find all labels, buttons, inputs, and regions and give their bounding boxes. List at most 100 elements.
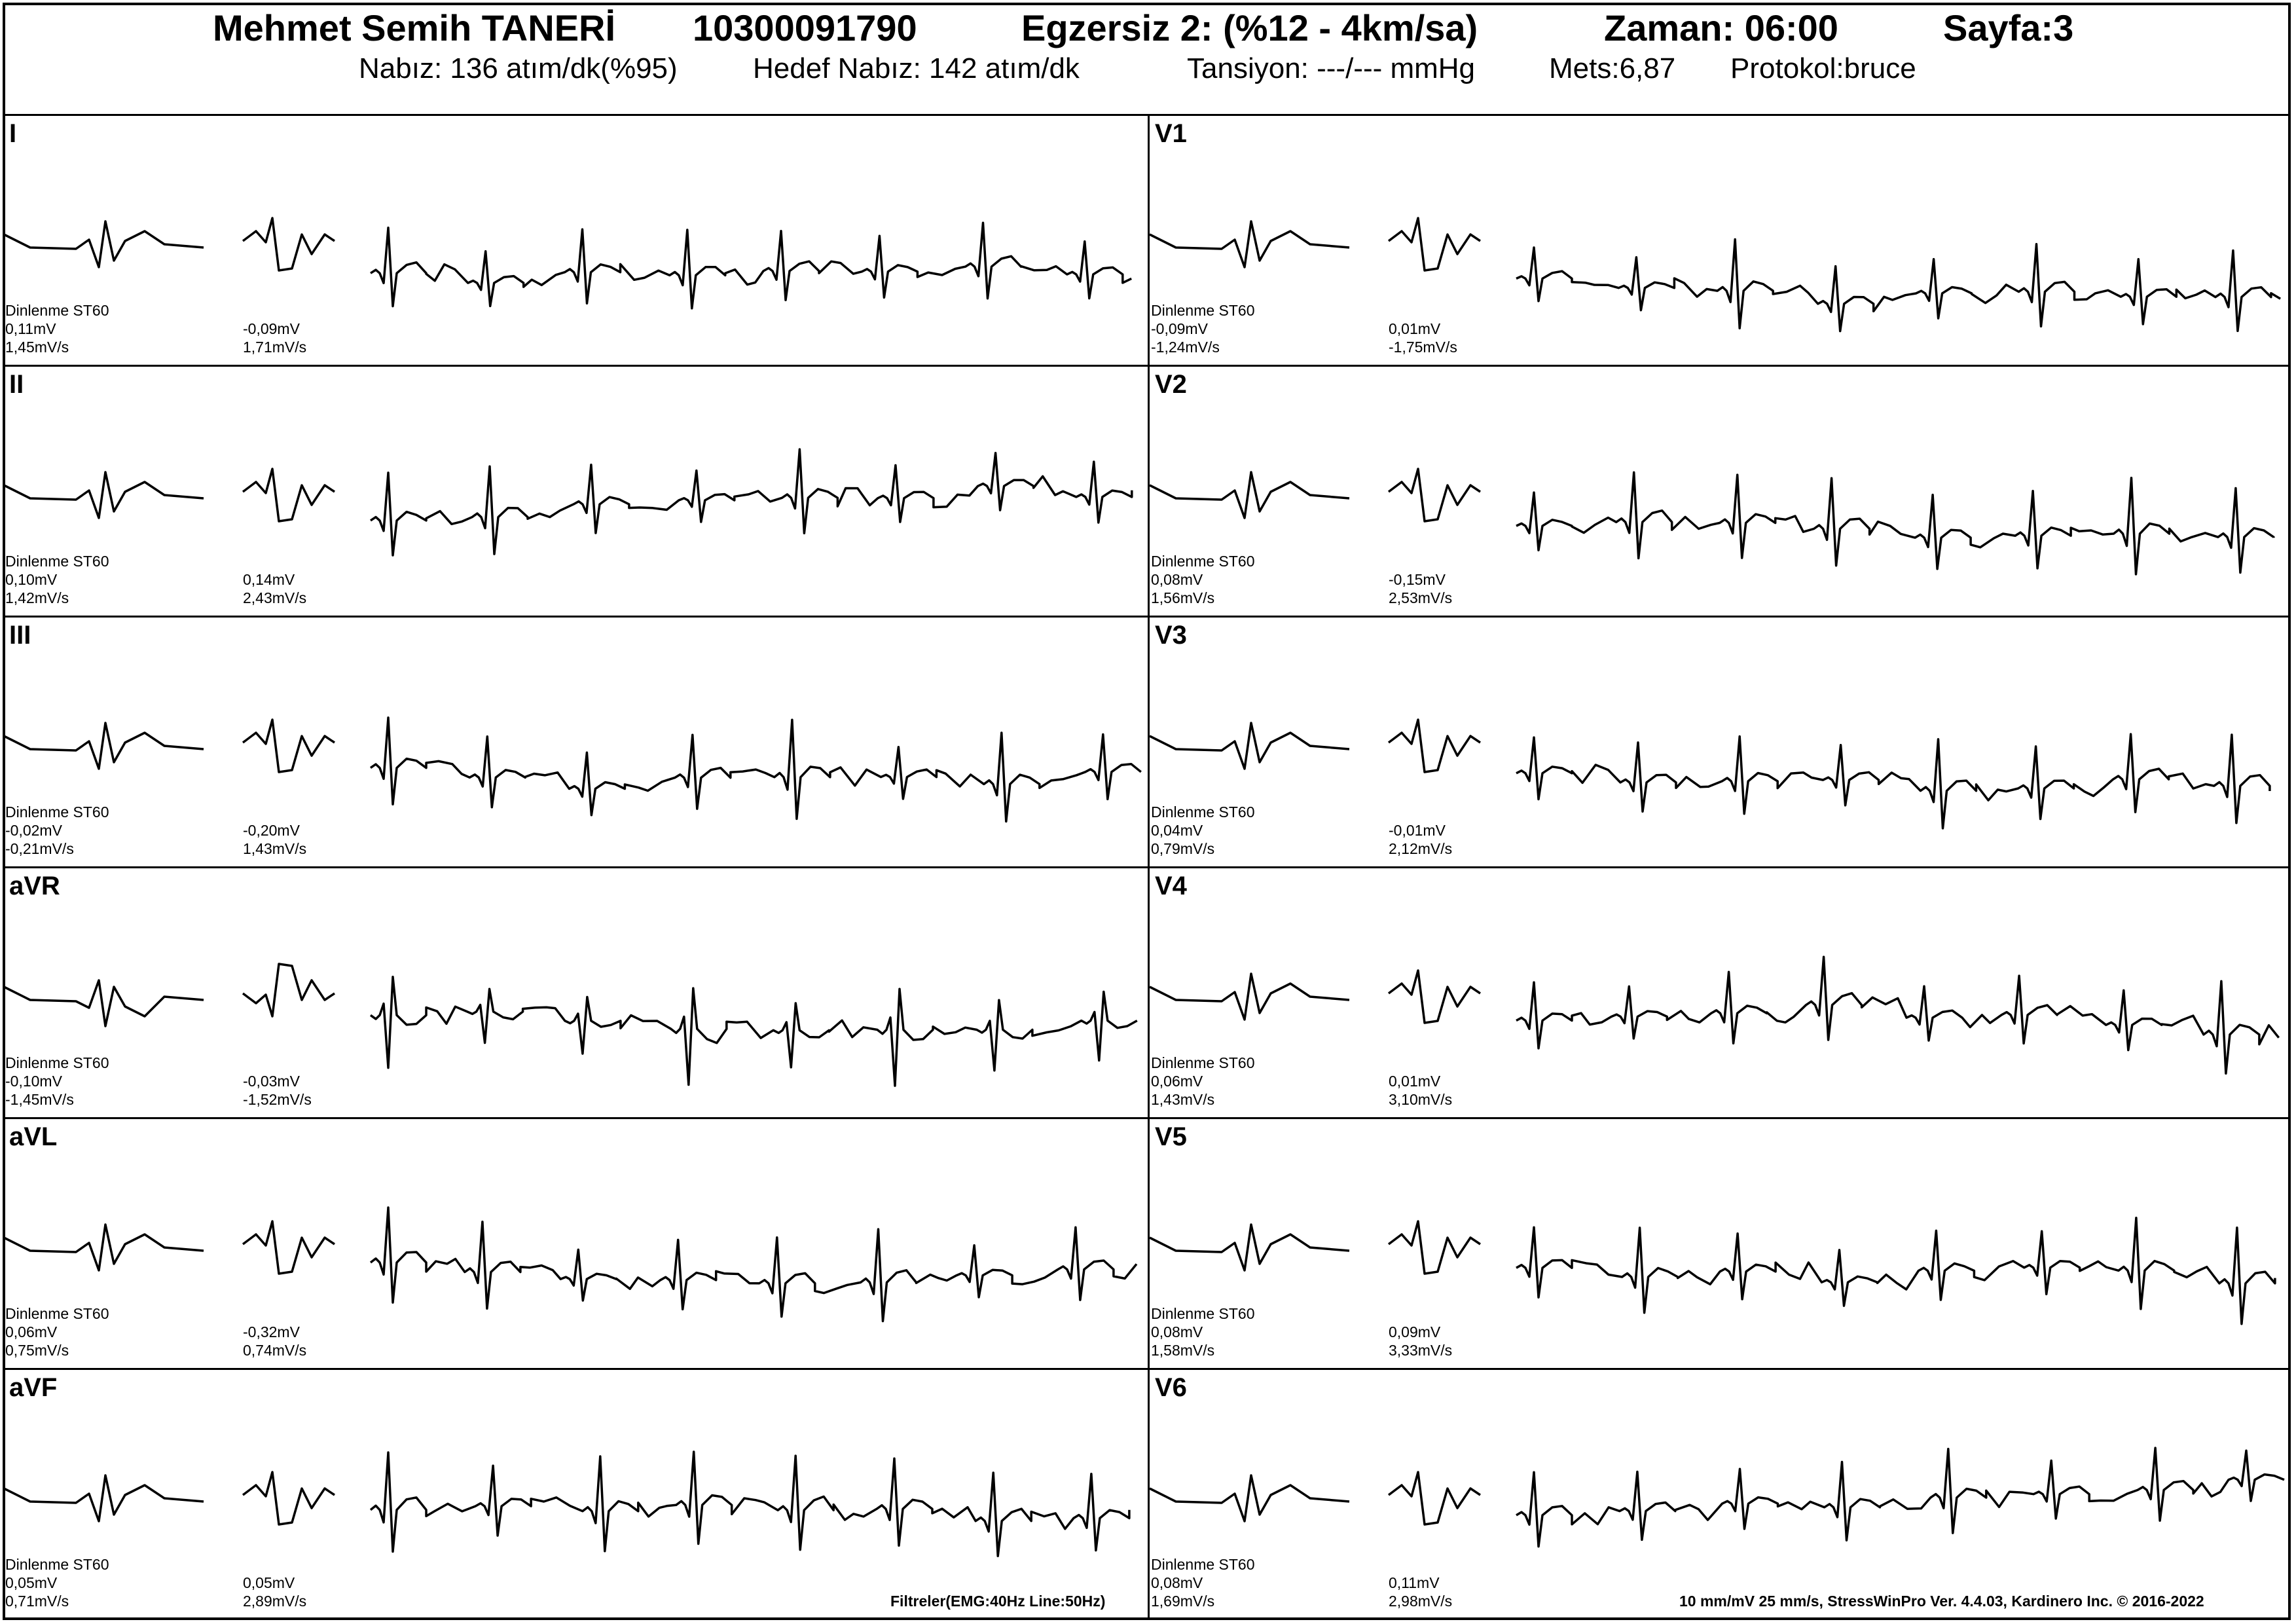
ecg-trace [1516,1447,2285,1548]
rest-st-values: Dinlenme ST60 0,08mV 1,69mV/s [1151,1555,1255,1610]
divider [3,616,2291,618]
st-value: 1,71mV/s [243,339,307,356]
ecg-waveform [3,217,1132,310]
st-value: Dinlenme ST60 [5,803,109,821]
st-value: 1,69mV/s [1151,1593,1215,1610]
st-value: 0,06mV [1151,1073,1203,1090]
ecg-trace [3,722,204,770]
st-value: -0,10mV [5,1073,62,1090]
target-heart-rate: Hedef Nabız: 142 atım/dk [753,52,1080,84]
lead-cell-v6: V6 Dinlenme ST60 0,08mV 1,69mV/s 0,11mV 2,98m… [1149,1371,2289,1619]
protocol: Protokol:bruce [1730,52,1916,84]
st-value: 1,45mV/s [5,339,69,356]
st-value: 1,43mV/s [1151,1091,1215,1108]
ecg-trace [1149,1223,1350,1272]
ecg-trace [1516,733,2271,830]
ecg-trace [369,976,1138,1087]
st-value: 0,05mV [5,1574,58,1591]
st-value: 0,71mV/s [5,1593,69,1610]
st-value: 0,74mV/s [243,1342,307,1359]
column-divider [1148,115,1150,1620]
st-value: Dinlenme ST60 [1151,1054,1255,1071]
st-value: -0,09mV [1151,320,1208,337]
ecg-trace [1149,1474,1350,1522]
current-st-values: 0,01mV 3,10mV/s [1389,1072,1452,1109]
report-frame [3,3,2291,1620]
st-value: -0,02mV [5,822,62,839]
st-value: 0,08mV [1151,1323,1203,1340]
ecg-trace [1387,718,1481,773]
ecg-waveform [1149,718,2271,830]
ecg-trace [1387,969,1481,1024]
ecg-waveform [1149,1447,2285,1548]
exercise-stage: Egzersiz 2: (%12 - 4km/sa) [1021,7,1478,48]
lead-label: V1 [1155,119,1187,148]
current-st-values: 0,14mV 2,43mV/s [243,570,306,607]
lead-label: V5 [1155,1122,1187,1151]
st-value: 0,05mV [243,1574,295,1591]
ecg-waveform [3,1450,1131,1558]
st-value: Dinlenme ST60 [5,553,109,570]
lead-label: III [9,621,31,650]
current-st-values: 0,11mV 2,98mV/s [1389,1574,1452,1610]
ecg-trace [242,1220,335,1275]
ecg-trace [1516,471,2275,576]
st-value: -0,01mV [1389,822,1446,839]
current-st-values: 0,01mV -1,75mV/s [1389,320,1457,356]
rest-st-values: Dinlenme ST60 -0,10mV -1,45mV/s [5,1054,109,1109]
lead-cell-v2: V2 Dinlenme ST60 0,08mV 1,56mV/s -0,15mV 2,53… [1149,367,2289,616]
st-value: -0,32mV [243,1323,300,1340]
lead-label: V4 [1155,872,1187,900]
st-value: 0,11mV [1389,1574,1440,1591]
rest-st-values: Dinlenme ST60 0,08mV 1,56mV/s [1151,552,1255,607]
divider [3,866,2291,868]
st-value: 0,08mV [1151,571,1203,588]
ecg-trace [242,468,335,523]
st-value: -1,24mV/s [1151,339,1220,356]
lead-label: V6 [1155,1373,1187,1402]
ecg-trace [1387,1220,1481,1275]
ecg-waveform [3,448,1133,557]
st-value: Dinlenme ST60 [1151,803,1255,821]
st-value: -1,52mV/s [243,1091,312,1108]
patient-id: 10300091790 [693,7,917,48]
ecg-waveform [3,963,1138,1087]
st-value: 3,10mV/s [1389,1091,1453,1108]
st-value: 2,12mV/s [1389,840,1453,857]
lead-label: I [9,119,17,148]
lead-cell-avl: aVL Dinlenme ST60 0,06mV 0,75mV/s -0,32mV 0,7… [3,1120,1143,1369]
rest-st-values: Dinlenme ST60 0,06mV 0,75mV/s [5,1304,109,1359]
ecg-waveform [1149,468,2275,576]
st-value: -0,03mV [243,1073,300,1090]
st-value: 1,58mV/s [1151,1342,1215,1359]
ecg-trace [369,716,1142,823]
ecg-trace [242,718,335,773]
ecg-trace [370,221,1132,310]
ecg-trace [1149,722,1350,770]
blood-pressure: Tansiyon: ---/--- mmHg [1187,52,1476,84]
st-value: 0,09mV [1389,1323,1441,1340]
lead-cell-v5: V5 Dinlenme ST60 0,08mV 1,58mV/s 0,09mV 3,33m… [1149,1120,2289,1369]
current-st-values: -0,20mV 1,43mV/s [243,821,306,858]
st-value: 1,42mV/s [5,589,69,606]
ecg-trace [242,963,335,1018]
st-value: Dinlenme ST60 [1151,553,1255,570]
rest-st-values: Dinlenme ST60 0,10mV 1,42mV/s [5,552,109,607]
ecg-trace [3,1474,204,1522]
ecg-trace [3,979,204,1027]
current-st-values: -0,32mV 0,74mV/s [243,1323,306,1359]
current-st-values: -0,09mV 1,71mV/s [243,320,306,356]
st-value: 2,53mV/s [1389,589,1453,606]
st-value: 0,04mV [1151,822,1203,839]
st-value: 0,75mV/s [5,1342,69,1359]
heart-rate: Nabız: 136 atım/dk(%95) [359,52,678,84]
mets: Mets:6,87 [1549,52,1676,84]
ecg-waveform [3,716,1142,823]
st-value: 0,01mV [1389,320,1441,337]
header-line-2: Nabız: 136 atım/dk(%95) Hedef Nabız: 142… [0,52,2296,92]
ecg-trace [3,220,204,268]
current-st-values: -0,15mV 2,53mV/s [1389,570,1452,607]
ecg-trace [369,1450,1131,1558]
st-value: 2,43mV/s [243,589,307,606]
